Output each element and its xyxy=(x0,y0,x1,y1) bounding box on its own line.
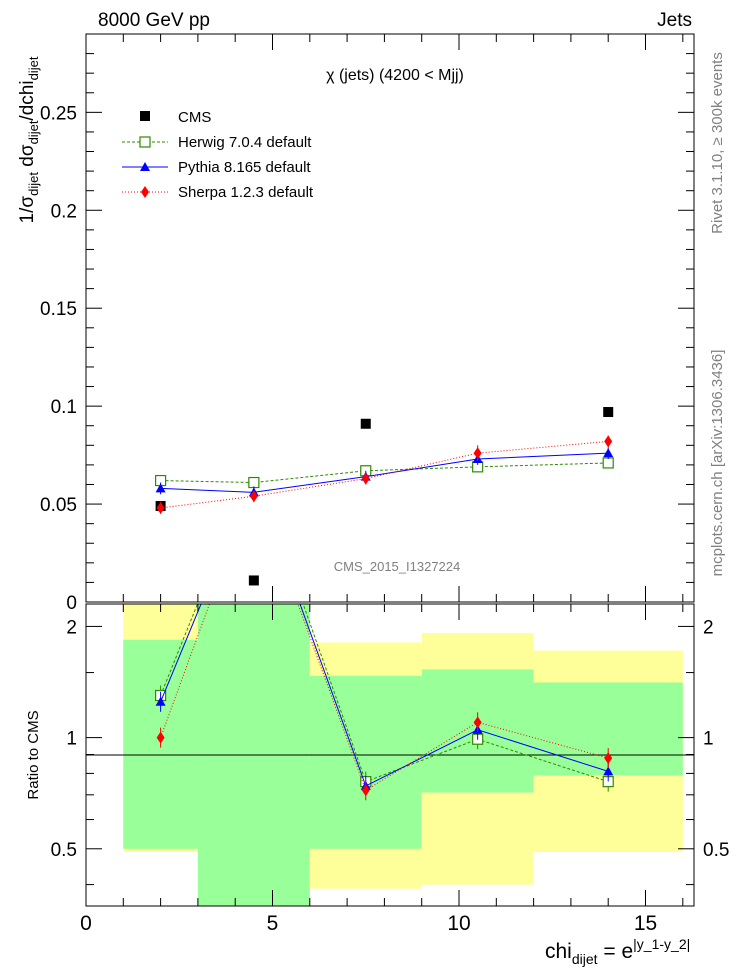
pythia-point xyxy=(603,448,614,458)
ratio-y-tick-label: 2 xyxy=(66,617,77,638)
pythia-ratio-point xyxy=(603,766,614,776)
ratio-uncertainty-bands xyxy=(123,604,683,906)
sherpa-point xyxy=(604,435,613,448)
sherpa-point xyxy=(361,472,370,485)
legend-herwig-label: Herwig 7.0.4 default xyxy=(178,134,312,151)
main-y-axis-label: 1/σdijet dσdijet/dchidijet xyxy=(17,56,41,223)
sherpa-point xyxy=(249,490,258,503)
cms-point xyxy=(360,418,371,429)
main-y-tick-label: 0.15 xyxy=(40,299,77,320)
x-tick-label: 0 xyxy=(80,912,92,935)
legend-sherpa-label: Sherpa 1.2.3 default xyxy=(178,184,314,201)
legend-sherpa-marker xyxy=(141,186,149,198)
herwig-point xyxy=(248,476,260,489)
pythia-point xyxy=(155,483,166,493)
x-tick-label: 5 xyxy=(267,912,279,935)
sherpa-ratio-line xyxy=(160,604,609,792)
sherpa-ratio-point xyxy=(604,752,613,765)
main-plot-frame xyxy=(85,33,695,603)
x-axis-label: chidijet = e|y_1-y_2| xyxy=(545,936,690,967)
ratio-y-tick-label: 1 xyxy=(66,729,77,750)
axes-layer: 0 0.05 0.1 0.15 0.2 0.25 0 5 10 15 0.5 0.5 1 1 2 2 xyxy=(40,34,729,935)
mcplots-label: mcplots.cern.ch [arXiv:1306.3436] xyxy=(709,350,726,577)
cms-point xyxy=(248,575,259,586)
analysis-watermark: CMS_2015_I1327224 xyxy=(334,559,461,574)
ratio-series-layer xyxy=(155,459,614,801)
sherpa-line xyxy=(160,440,609,509)
x-tick-label: 15 xyxy=(634,912,657,935)
sherpa-point xyxy=(156,501,165,514)
ratio-y-axis-label: Ratio to CMS xyxy=(25,710,42,799)
sherpa-ratio-point xyxy=(361,784,370,797)
cms-point xyxy=(603,407,614,418)
pythia-ratio-point xyxy=(155,696,166,706)
plot-title: χ (jets) (4200 < Mjj) xyxy=(326,67,464,84)
herwig-point xyxy=(602,457,614,469)
main-y-tick-label: 0 xyxy=(66,593,77,614)
legend: CMS Herwig 7.0.4 default Pythia 8.165 de… xyxy=(122,109,314,201)
main-series-layer xyxy=(155,407,614,586)
main-y-tick-label: 0.05 xyxy=(40,495,77,516)
ratio-y-tick-label-right: 1 xyxy=(703,729,714,750)
pythia-line xyxy=(160,452,609,493)
sherpa-ratio-point xyxy=(473,716,482,729)
ratio-y-tick-label-right: 0.5 xyxy=(703,840,729,861)
legend-cms-label: CMS xyxy=(178,109,211,126)
legend-herwig-marker xyxy=(139,136,151,148)
herwig-line xyxy=(160,462,609,484)
ratio-band-inner xyxy=(309,675,422,849)
sherpa-point xyxy=(473,447,482,460)
category-label: Jets xyxy=(657,10,692,31)
sherpa-ratio-point xyxy=(156,731,165,744)
main-y-tick-label: 0.2 xyxy=(51,201,77,222)
rivet-version-label: Rivet 3.1.10, ≥ 300k events xyxy=(709,52,726,234)
x-tick-label: 10 xyxy=(447,912,470,935)
ratio-y-tick-label-right: 2 xyxy=(703,617,714,638)
ratio-y-tick-label: 0.5 xyxy=(51,840,77,861)
main-y-tick-label: 0.1 xyxy=(51,397,77,418)
legend-pythia-marker xyxy=(140,162,150,171)
legend-cms-marker xyxy=(140,111,150,121)
main-y-tick-label: 0.25 xyxy=(40,103,77,124)
legend-pythia-label: Pythia 8.165 default xyxy=(178,159,311,176)
energy-label: 8000 GeV pp xyxy=(98,10,210,31)
herwig-ratio-point xyxy=(249,459,259,469)
